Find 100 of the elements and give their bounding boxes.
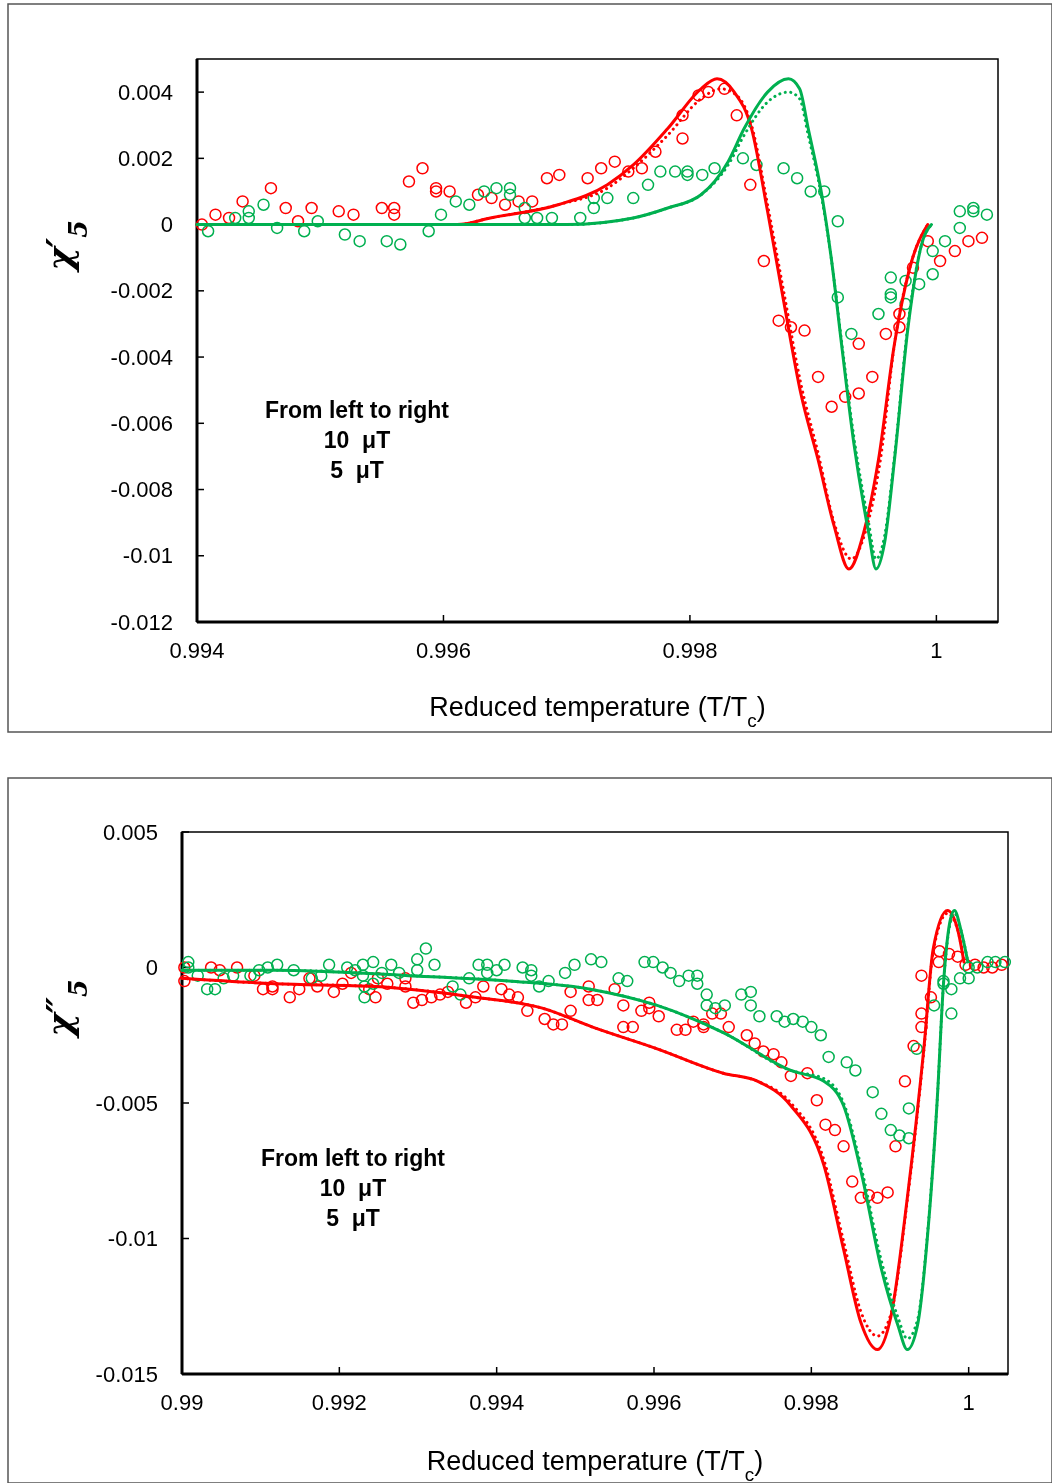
point — [518, 211, 532, 225]
point — [641, 178, 655, 192]
point — [429, 181, 443, 195]
point — [708, 162, 721, 175]
point — [297, 224, 311, 238]
y-tick-label: 0.002 — [117, 145, 173, 171]
point — [938, 234, 952, 248]
y-tick-label: 0 — [145, 955, 158, 980]
point — [933, 254, 947, 268]
point — [730, 109, 743, 122]
point — [757, 254, 771, 268]
point — [962, 234, 975, 248]
x-tick-label: 0.994 — [469, 1390, 525, 1415]
y-tick-label: 0 — [160, 212, 173, 238]
point — [429, 185, 443, 198]
point — [503, 181, 517, 195]
point — [912, 277, 926, 291]
point — [681, 165, 694, 178]
y-tick-label: -0.01 — [122, 543, 173, 569]
point — [884, 287, 898, 301]
point — [654, 165, 667, 178]
point — [530, 211, 544, 225]
point — [338, 228, 352, 241]
x-tick-label: 0.99 — [160, 1390, 204, 1415]
point — [866, 370, 879, 384]
point — [696, 168, 709, 182]
annotation: From left to right — [261, 1145, 446, 1171]
point — [553, 168, 566, 182]
point — [608, 155, 621, 168]
y-tick-label: -0.008 — [110, 477, 173, 503]
point — [540, 171, 554, 185]
point — [825, 400, 838, 413]
point — [380, 234, 394, 248]
annotation: 10 μT — [319, 1175, 387, 1201]
point — [831, 291, 845, 304]
point — [893, 307, 906, 321]
point — [736, 152, 750, 165]
y-tick-label: -0.004 — [110, 344, 173, 370]
y-tick-label: -0.012 — [110, 609, 173, 635]
point — [626, 191, 640, 205]
x-tick-label: 0.992 — [311, 1390, 367, 1415]
x-tick-label: 0.996 — [626, 1390, 682, 1415]
point — [750, 158, 763, 172]
point — [926, 244, 939, 258]
point — [772, 314, 785, 327]
point — [222, 211, 236, 225]
y-tick-label: -0.006 — [110, 410, 173, 436]
point — [242, 205, 256, 218]
y-tick-label: -0.002 — [110, 278, 173, 304]
point — [899, 274, 912, 288]
point — [279, 201, 292, 215]
x-tick-label: 0.998 — [783, 1390, 839, 1415]
point — [201, 224, 215, 238]
point — [291, 215, 305, 228]
point — [485, 191, 498, 205]
point — [884, 271, 898, 284]
point — [264, 181, 278, 195]
point — [270, 221, 284, 235]
point — [402, 175, 416, 188]
annotation: 5 μT — [330, 457, 384, 483]
point — [443, 185, 456, 198]
point — [422, 224, 435, 238]
point — [490, 181, 503, 195]
y-tick-label: -0.015 — [95, 1361, 158, 1387]
point — [777, 162, 790, 175]
point — [387, 208, 401, 221]
x-axis-title: Reduced temperature (T/T$_{c}$) — [429, 692, 766, 731]
point — [676, 109, 689, 122]
point — [353, 234, 366, 248]
x-tick-label: 0.998 — [662, 638, 718, 663]
y-tick-label: 0.005 — [102, 819, 158, 845]
point — [668, 165, 682, 178]
point — [587, 201, 601, 215]
point — [305, 201, 318, 215]
point — [242, 211, 256, 225]
point — [852, 387, 865, 400]
point — [953, 221, 967, 235]
point — [831, 215, 845, 228]
point — [311, 215, 325, 228]
point — [818, 185, 831, 198]
point — [852, 337, 865, 351]
y-tick-label: -0.005 — [95, 1090, 158, 1116]
point — [893, 321, 906, 334]
point — [967, 201, 980, 215]
point — [879, 327, 893, 341]
point — [449, 195, 463, 208]
y-tick-label: 0.004 — [117, 79, 173, 105]
x-tick-label: 1 — [930, 638, 943, 663]
point — [477, 185, 491, 198]
point — [236, 195, 249, 208]
point — [926, 268, 939, 281]
point — [872, 307, 885, 321]
y-tick-label: -0.01 — [107, 1226, 158, 1251]
point — [387, 201, 401, 215]
point — [581, 171, 594, 185]
point — [692, 89, 705, 102]
point — [975, 231, 989, 245]
point — [512, 195, 525, 208]
point — [394, 238, 407, 251]
x-tick-label: 1 — [962, 1390, 975, 1415]
